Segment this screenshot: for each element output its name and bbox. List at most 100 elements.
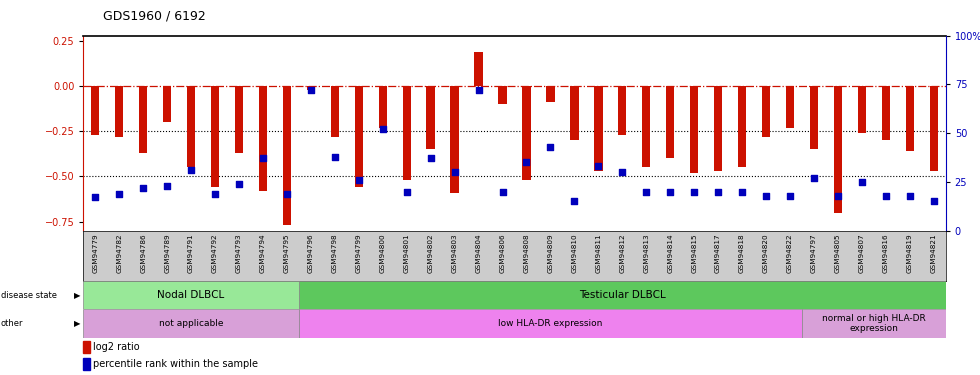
Bar [83,281,299,309]
Bar [522,86,531,180]
Bar [858,86,866,133]
Bar [882,86,890,140]
Text: GSM94807: GSM94807 [858,233,865,273]
Text: GSM94817: GSM94817 [715,233,721,273]
Bar [426,86,435,149]
Point [759,192,774,198]
Point [399,189,415,195]
Text: GSM94796: GSM94796 [308,233,314,273]
Bar [355,86,363,187]
Bar [163,86,172,122]
Text: GSM94806: GSM94806 [500,233,506,273]
Text: GSM94799: GSM94799 [356,233,362,273]
Point [854,179,869,185]
Text: not applicable: not applicable [159,319,223,328]
Point [902,192,917,198]
Text: GSM94792: GSM94792 [212,233,219,273]
Bar [299,281,946,309]
Text: percentile rank within the sample: percentile rank within the sample [93,359,258,369]
Bar [378,86,387,128]
Point [734,189,750,195]
Text: GSM94814: GSM94814 [667,233,673,273]
Bar [83,341,90,352]
Point [112,190,127,196]
Text: low HLA-DR expression: low HLA-DR expression [498,319,603,328]
Text: GSM94808: GSM94808 [523,233,529,273]
Text: GSM94816: GSM94816 [883,233,889,273]
Point [543,144,559,150]
Bar [115,86,123,137]
Text: GSM94812: GSM94812 [619,233,625,273]
Text: GDS1960 / 6192: GDS1960 / 6192 [103,9,206,22]
Bar [929,86,938,171]
Point [327,153,343,159]
Text: GSM94786: GSM94786 [140,233,146,273]
Bar [83,358,90,370]
Text: GSM94811: GSM94811 [595,233,602,273]
Point [518,159,534,165]
Point [830,192,846,198]
Text: GSM94815: GSM94815 [691,233,697,273]
Bar [451,86,459,193]
Text: Nodal DLBCL: Nodal DLBCL [158,290,224,300]
Point [638,189,654,195]
Text: other: other [1,319,24,328]
Point [782,192,798,198]
Bar [570,86,578,140]
Point [279,190,295,196]
Bar [474,52,483,86]
Bar [91,86,100,135]
Bar [498,86,507,104]
Bar [299,309,802,338]
Point [686,189,702,195]
Text: GSM94802: GSM94802 [427,233,434,273]
Text: GSM94820: GSM94820 [763,233,769,273]
Bar [187,86,195,167]
Text: GSM94779: GSM94779 [92,233,98,273]
Bar [809,86,818,149]
Text: GSM94798: GSM94798 [332,233,338,273]
Bar [690,86,699,173]
Text: GSM94822: GSM94822 [787,233,793,273]
Bar [906,86,914,151]
Point [231,181,247,187]
Point [447,169,463,175]
Bar [235,86,243,153]
Point [422,156,438,162]
Text: GSM94813: GSM94813 [643,233,650,273]
Bar [786,86,794,128]
Text: GSM94797: GSM94797 [810,233,817,273]
Text: GSM94809: GSM94809 [548,233,554,273]
Bar [618,86,626,135]
Text: normal or high HLA-DR
expression: normal or high HLA-DR expression [822,314,926,333]
Bar [330,86,339,137]
Text: GSM94800: GSM94800 [379,233,386,273]
Text: GSM94804: GSM94804 [475,233,481,273]
Text: GSM94821: GSM94821 [931,233,937,273]
Bar [211,86,220,187]
Bar [594,86,603,171]
Text: log2 ratio: log2 ratio [93,342,140,352]
Text: disease state: disease state [1,291,57,300]
Point [662,189,678,195]
Point [614,169,630,175]
Bar [834,86,842,213]
Text: GSM94818: GSM94818 [739,233,745,273]
Point [303,87,318,93]
Text: GSM94794: GSM94794 [260,233,266,273]
Text: GSM94782: GSM94782 [117,233,122,273]
Point [207,190,222,196]
Bar [259,86,268,191]
Point [878,192,894,198]
Point [255,156,270,162]
Point [351,177,367,183]
Text: GSM94795: GSM94795 [284,233,290,273]
Text: GSM94791: GSM94791 [188,233,194,273]
Point [710,189,726,195]
Text: GSM94803: GSM94803 [452,233,458,273]
Bar [282,86,291,225]
Text: ▶: ▶ [74,319,80,328]
Text: GSM94810: GSM94810 [571,233,577,273]
Text: ▶: ▶ [74,291,80,300]
Bar [546,86,555,102]
